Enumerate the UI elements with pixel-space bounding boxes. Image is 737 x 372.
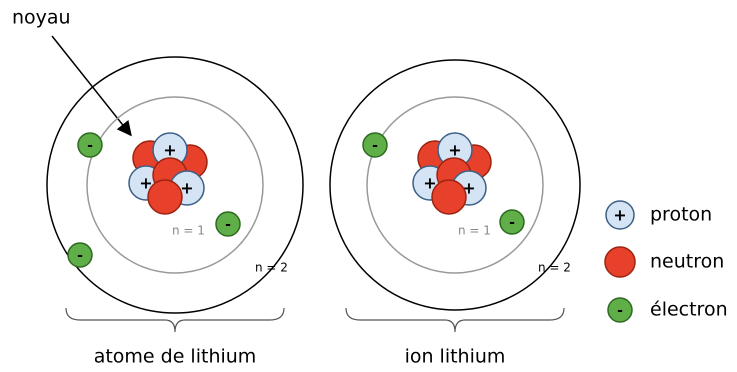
brace	[346, 308, 564, 332]
legend-neutron	[605, 247, 635, 277]
electron-sign: -	[77, 248, 83, 264]
nucleus-label: noyau	[12, 7, 71, 29]
legend: + proton neutron - électron	[605, 201, 728, 322]
legend-label: neutron	[650, 251, 724, 273]
caption: ion lithium	[405, 346, 506, 368]
electron-sign: -	[225, 217, 231, 233]
inner-orbit-label: n = 1	[172, 224, 205, 238]
proton-sign: +	[163, 141, 176, 160]
caption: atome de lithium	[94, 346, 257, 368]
brace	[66, 308, 284, 332]
proton-sign: +	[613, 206, 626, 225]
proton-sign: +	[448, 141, 461, 160]
legend-label: électron	[650, 299, 728, 321]
legend-label: proton	[650, 204, 712, 226]
electron-sign: -	[87, 138, 93, 154]
atom: + + + - - - n = 1 n = 2 atome de lithium	[47, 57, 303, 368]
atom: + + + - - n = 1 n = 2 ion lithium	[330, 60, 580, 368]
outer-orbit-label: n = 2	[255, 261, 288, 275]
electron-sign: -	[617, 303, 623, 319]
diagram: noyau + + + - - - n = 1 n = 2 atome de l…	[0, 0, 737, 372]
electron-sign: -	[509, 215, 515, 231]
outer-orbit-label: n = 2	[538, 261, 571, 275]
electron-sign: -	[372, 138, 378, 154]
neutron	[148, 180, 182, 214]
arrow	[52, 36, 130, 134]
neutron	[432, 180, 466, 214]
inner-orbit-label: n = 1	[458, 224, 491, 238]
